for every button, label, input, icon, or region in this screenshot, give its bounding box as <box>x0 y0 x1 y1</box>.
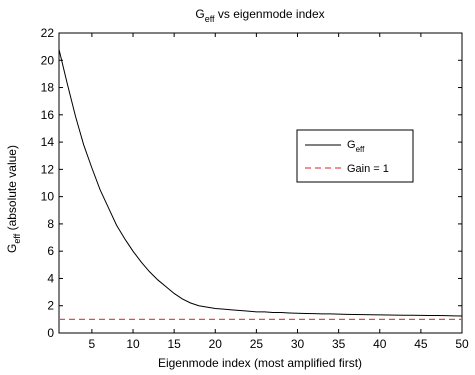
y-tick-label: 12 <box>41 162 55 176</box>
y-tick-label: 14 <box>41 135 55 149</box>
chart-title: Geff vs eigenmode index <box>195 7 324 24</box>
x-tick-label: 30 <box>291 337 305 351</box>
series-layer <box>58 49 463 320</box>
y-tick-label: 10 <box>41 190 55 204</box>
x-tick-label: 5 <box>89 337 96 351</box>
legend-label-geff: Geff <box>347 139 365 154</box>
x-axis-label: Eigenmode index (most amplified first) <box>158 356 362 370</box>
y-tick-label: 22 <box>41 26 55 40</box>
chart-title-rest: vs eigenmode index <box>215 7 325 21</box>
x-tick-label: 40 <box>373 337 387 351</box>
y-tick-label: 6 <box>47 244 54 258</box>
legend-label-geff-sub: eff <box>356 145 366 154</box>
x-tick-label: 25 <box>250 337 264 351</box>
series-line-geff <box>58 49 463 317</box>
y-tick-label: 0 <box>47 326 54 340</box>
chart-title-main: G <box>195 7 204 21</box>
x-tick-label: 50 <box>455 337 469 351</box>
legend-label-geff-main: G <box>347 139 356 151</box>
y-axis-label-sub: eff <box>12 233 22 243</box>
y-tick-label: 16 <box>41 108 55 122</box>
y-tick-label: 18 <box>41 81 55 95</box>
x-tick-label: 10 <box>126 337 140 351</box>
x-tick-label: 45 <box>414 337 428 351</box>
y-axis-ticks: 0 2 4 6 8 10 12 14 16 18 20 22 <box>41 26 462 340</box>
y-tick-label: 8 <box>47 217 54 231</box>
y-tick-label: 20 <box>41 53 55 67</box>
plot-area <box>58 32 463 334</box>
y-axis-label-main: G <box>5 244 19 253</box>
legend: Geff Gain = 1 <box>296 129 414 183</box>
x-tick-label: 15 <box>167 337 181 351</box>
y-tick-label: 4 <box>47 271 54 285</box>
y-axis-label: Geff (absolute value) <box>5 145 22 253</box>
x-tick-label: 20 <box>209 337 223 351</box>
x-axis-ticks: 5 10 15 20 25 30 35 40 45 50 <box>89 33 469 351</box>
legend-box <box>296 129 414 183</box>
y-axis-label-rest: (absolute value) <box>5 145 19 234</box>
y-tick-label: 2 <box>47 299 54 313</box>
chart-title-sub: eff <box>205 14 215 24</box>
x-tick-label: 35 <box>332 337 346 351</box>
legend-label-gain: Gain = 1 <box>347 163 389 175</box>
